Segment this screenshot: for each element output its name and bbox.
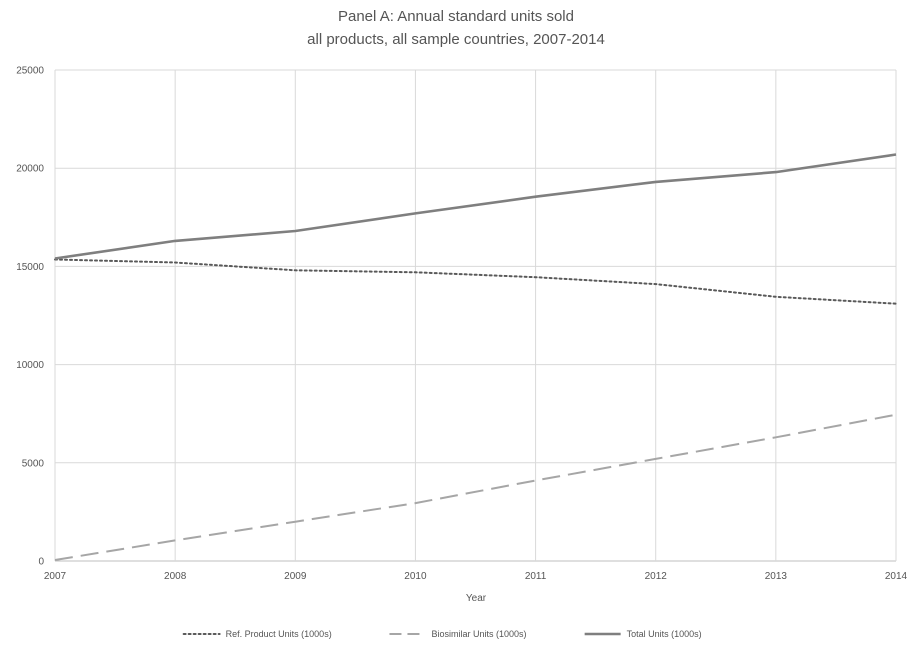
y-tick-label: 15000: [16, 262, 44, 273]
y-axis-tick-labels: 0 5000 10000 15000 20000 25000: [16, 66, 44, 568]
gridlines: [54, 69, 897, 562]
x-tick-label: 2013: [765, 571, 788, 582]
legend-item: Total Units (1000s): [584, 629, 702, 639]
x-tick-label: 2012: [645, 571, 668, 582]
legend-label: Ref. Product Units (1000s): [226, 629, 332, 639]
y-tick-label: 20000: [16, 164, 44, 175]
x-tick-label: 2011: [525, 571, 547, 582]
y-tick-label: 0: [38, 557, 44, 568]
y-tick-label: 5000: [22, 458, 45, 469]
x-axis-tick-labels: 2007 2008 2009 2010 2011 2012 2013 2014: [44, 571, 908, 582]
legend: Ref. Product Units (1000s) Biosimilar Uni…: [182, 629, 702, 639]
legend-item: Ref. Product Units (1000s): [182, 629, 332, 639]
legend-label: Biosimilar Units (1000s): [431, 629, 526, 639]
dotted-series-line: [54, 258, 897, 305]
legend-item: Biosimilar Units (1000s): [389, 629, 526, 639]
x-tick-label: 2009: [284, 571, 307, 582]
x-tick-label: 2008: [164, 571, 187, 582]
y-tick-label: 10000: [16, 360, 44, 371]
x-tick-label: 2007: [44, 571, 67, 582]
series-lines: [54, 153, 897, 561]
chart-title: Panel A: Annual standard units sold: [338, 8, 574, 25]
chart-subtitle: all products, all sample countries, 2007…: [307, 31, 605, 48]
x-axis-title: Year: [466, 593, 487, 604]
y-tick-label: 25000: [16, 66, 44, 77]
dashed-series-line: [54, 413, 897, 561]
x-tick-label: 2010: [404, 571, 427, 582]
solid-series-line: [54, 153, 897, 260]
legend-label: Total Units (1000s): [627, 629, 702, 639]
x-tick-label: 2014: [885, 571, 908, 582]
